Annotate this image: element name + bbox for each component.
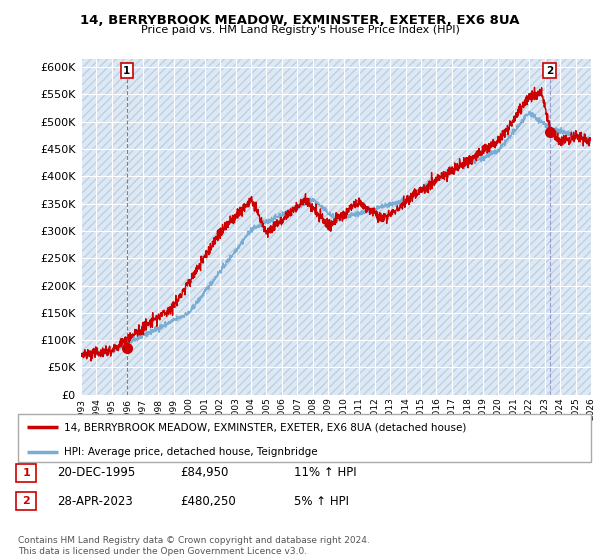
Text: 1: 1 (123, 66, 131, 76)
Text: 2: 2 (546, 66, 553, 76)
Text: 28-APR-2023: 28-APR-2023 (57, 494, 133, 508)
FancyBboxPatch shape (18, 414, 591, 462)
Text: 14, BERRYBROOK MEADOW, EXMINSTER, EXETER, EX6 8UA (detached house): 14, BERRYBROOK MEADOW, EXMINSTER, EXETER… (64, 422, 466, 432)
Text: 2: 2 (22, 496, 30, 506)
Text: 14, BERRYBROOK MEADOW, EXMINSTER, EXETER, EX6 8UA: 14, BERRYBROOK MEADOW, EXMINSTER, EXETER… (80, 14, 520, 27)
Text: Contains HM Land Registry data © Crown copyright and database right 2024.
This d: Contains HM Land Registry data © Crown c… (18, 536, 370, 556)
Text: 1: 1 (22, 468, 30, 478)
Text: £480,250: £480,250 (180, 494, 236, 508)
Text: 20-DEC-1995: 20-DEC-1995 (57, 466, 135, 479)
Text: Price paid vs. HM Land Registry's House Price Index (HPI): Price paid vs. HM Land Registry's House … (140, 25, 460, 35)
Text: 11% ↑ HPI: 11% ↑ HPI (294, 466, 356, 479)
Text: 5% ↑ HPI: 5% ↑ HPI (294, 494, 349, 508)
Text: HPI: Average price, detached house, Teignbridge: HPI: Average price, detached house, Teig… (64, 446, 317, 456)
Text: £84,950: £84,950 (180, 466, 229, 479)
